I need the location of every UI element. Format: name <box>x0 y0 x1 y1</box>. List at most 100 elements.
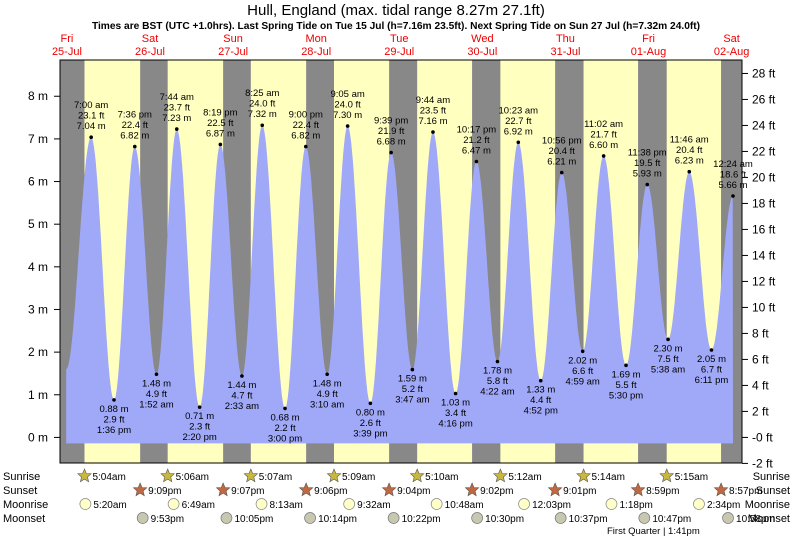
left-tick-label: 6 m <box>28 175 48 189</box>
low-tide-metres: 1.48 m <box>142 378 171 389</box>
high-tide-point <box>474 159 479 164</box>
low-tide-metres: 2.05 m <box>697 354 726 365</box>
day-name: Sat <box>142 33 159 45</box>
high-tide-point <box>389 150 393 155</box>
right-tick-label: 22 ft <box>752 144 776 158</box>
moonrise-time: 9:32am <box>357 500 390 511</box>
high-tide-feet: 22.4 ft <box>293 120 320 131</box>
high-tide-feet: 23.1 ft <box>78 111 105 122</box>
day-name: Sat <box>723 33 740 45</box>
moonset-icon <box>471 512 484 524</box>
low-tide-feet: 2.2 ft <box>274 423 295 434</box>
sunrise-time: 5:15am <box>675 472 708 483</box>
low-tide-feet: 6.7 ft <box>701 364 722 375</box>
sunrise-icon <box>659 468 675 483</box>
low-tide-point <box>197 405 202 409</box>
high-tide-time: 10:17 pm <box>457 124 497 135</box>
low-tide-feet: 5.5 ft <box>615 380 636 391</box>
high-tide-metres: 5.93 m <box>633 169 662 180</box>
right-tick-label: 20 ft <box>752 170 776 184</box>
high-tide-time: 8:25 am <box>245 88 279 99</box>
high-tide-time: 9:00 pm <box>289 110 323 121</box>
high-tide-time: 7:36 pm <box>118 110 152 121</box>
low-tide-metres: 1.03 m <box>441 397 470 408</box>
low-tide-point <box>368 401 373 406</box>
high-tide-feet: 23.5 ft <box>420 106 447 117</box>
high-tide-time: 9:44 am <box>416 95 450 106</box>
low-tide-metres: 0.88 m <box>99 404 128 415</box>
sunset-time: 9:06pm <box>314 486 347 497</box>
high-tide-time: 10:23 am <box>498 105 538 116</box>
low-tide-time: 4:52 pm <box>524 406 558 417</box>
chart-title: Hull, England (max. tidal range 8.27m 27… <box>247 2 545 19</box>
moon-phase-note: First Quarter | 1:41pm <box>607 526 700 537</box>
sunset-time: 9:07pm <box>231 486 264 497</box>
left-tick-label: 8 m <box>28 89 48 103</box>
high-tide-point <box>89 135 93 139</box>
left-tick-label: 1 m <box>28 388 48 402</box>
high-tide-metres: 6.68 m <box>377 137 406 148</box>
sunrise-time: 5:12am <box>508 472 541 483</box>
right-tick-label: 2 ft <box>752 404 769 418</box>
low-tide-time: 4:16 pm <box>438 418 472 429</box>
high-tide-feet: 24.0 ft <box>334 100 361 111</box>
moonset-time: 10:22pm <box>402 514 441 525</box>
sunrise-time: 5:14am <box>592 472 625 483</box>
low-tide-metres: 0.71 m <box>185 411 214 422</box>
high-tide-point <box>601 154 606 158</box>
moonrise-icon <box>518 498 530 510</box>
sunrise-time: 5:04am <box>92 472 125 483</box>
moonrise-time: 6:49am <box>182 500 215 511</box>
moonrise-icon <box>167 498 180 510</box>
axes: 0 m 1 m 2 m 3 m 4 m 5 m 6 m 7 m 8 m -2 ft -0 ft 2 f… <box>28 59 776 470</box>
moonrise-time: 1:18pm <box>619 500 652 511</box>
low-tide-point <box>453 391 458 396</box>
left-tick-label: 3 m <box>28 302 48 316</box>
row-label-right: Sunset <box>756 485 790 497</box>
low-tide-time: 6:11 pm <box>695 375 729 386</box>
high-tide-metres: 7.30 m <box>333 110 362 121</box>
low-tide-time: 5:38 am <box>651 364 685 375</box>
low-tide-point <box>624 363 628 368</box>
high-tide-metres: 7.23 m <box>162 113 191 124</box>
day-headers: Fri25-JulSat26-JulSun27-JulMon28-JulTue2… <box>52 33 749 58</box>
day-date: 30-Jul <box>467 46 497 58</box>
low-tide-metres: 0.68 m <box>271 412 300 423</box>
low-tide-point <box>410 367 415 372</box>
high-tide-time: 7:00 am <box>74 100 108 111</box>
day-date: 25-Jul <box>52 46 82 58</box>
day-date: 29-Jul <box>384 46 414 58</box>
high-tide-point <box>687 169 692 174</box>
sunset-time: 9:01pm <box>563 486 596 497</box>
low-tide-feet: 4.9 ft <box>146 389 167 400</box>
sunset-icon <box>713 482 729 497</box>
low-tide-feet: 4.9 ft <box>317 389 338 400</box>
low-tide-point <box>325 372 329 377</box>
low-tide-metres: 1.33 m <box>526 385 555 396</box>
moonset-icon <box>722 512 734 524</box>
sunrise-icon <box>160 468 176 483</box>
day-date: 27-Jul <box>218 46 248 58</box>
high-tide-feet: 24.0 ft <box>249 99 276 110</box>
low-tide-feet: 4.7 ft <box>231 391 252 402</box>
sunset-icon <box>547 482 563 497</box>
row-label-left: Sunrise <box>3 471 40 483</box>
low-tide-point <box>538 378 543 383</box>
sunrise-icon <box>576 468 591 483</box>
high-tide-point <box>303 144 308 149</box>
low-tide-feet: 2.3 ft <box>189 422 210 433</box>
moonset-time: 10:47pm <box>652 514 691 525</box>
moonset-time: 10:58pm <box>736 514 775 525</box>
low-tide-time: 3:00 pm <box>268 433 302 444</box>
low-tide-point <box>112 398 116 402</box>
high-tide-time: 7:44 am <box>160 92 194 103</box>
moonrise-icon <box>430 498 443 510</box>
row-label-left: Sunset <box>3 485 37 497</box>
high-tide-point <box>260 123 265 128</box>
low-tide-time: 2:33 am <box>225 401 259 412</box>
day-name: Wed <box>471 33 493 45</box>
sunset-icon <box>215 482 231 497</box>
high-tide-point <box>516 140 521 145</box>
